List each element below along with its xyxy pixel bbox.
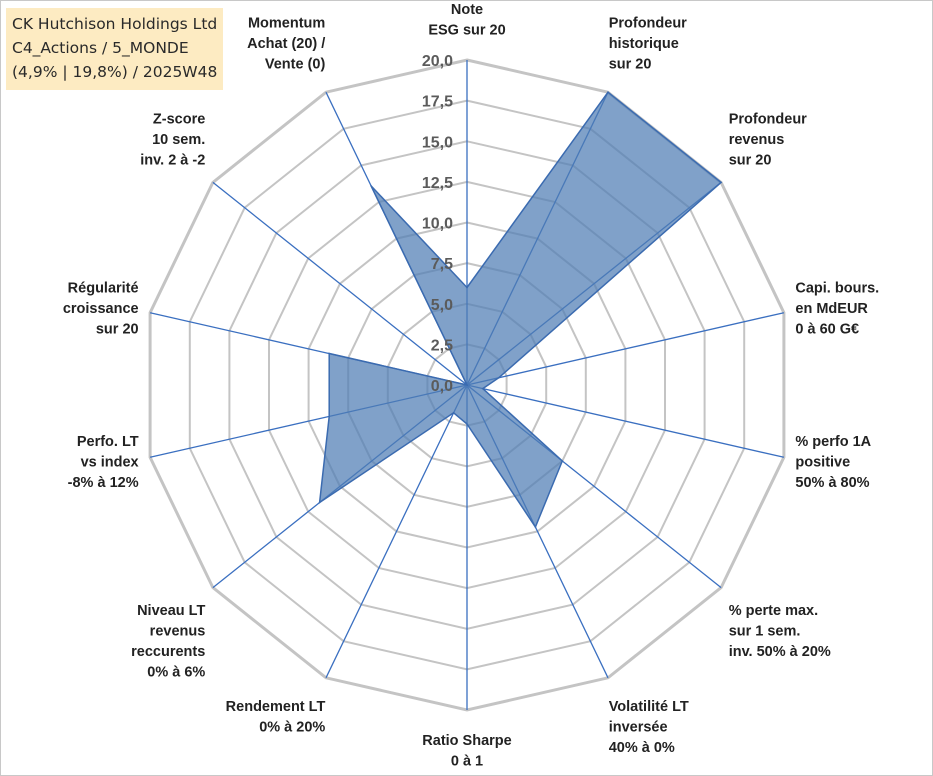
data-point-11 — [328, 352, 331, 355]
data-point-4 — [482, 387, 484, 390]
category-label-2: Profondeur revenus sur 20 — [729, 111, 807, 168]
series-area — [318, 91, 723, 529]
tick-label: 0,0 — [431, 378, 453, 395]
data-point-6 — [534, 526, 537, 528]
category-label-3: Capi. bours. en MdEUR 0 à 60 G€ — [795, 281, 879, 338]
category-label-line: sur 20 — [729, 152, 772, 168]
category-label-4: % perfo 1A positive 50% à 80% — [795, 434, 871, 491]
category-label-line: revenus — [729, 132, 785, 148]
data-point-7 — [466, 423, 468, 425]
category-label-line: 0 à 1 — [451, 754, 483, 770]
category-label-0: Note ESG sur 20 — [428, 2, 505, 39]
category-label-line: ESG sur 20 — [428, 23, 505, 39]
category-label-7: Ratio Sharpe 0 à 1 — [422, 733, 511, 770]
category-label-line: Perfo. LT — [77, 434, 139, 450]
category-label-12: Z-score 10 sem. inv. 2 à -2 — [140, 111, 205, 168]
category-label-line: Profondeur — [609, 16, 687, 32]
tick-label: 17,5 — [422, 94, 453, 111]
category-label-line: % perfo 1A — [795, 434, 871, 450]
category-label-1: Profondeur historique sur 20 — [609, 16, 687, 73]
category-label-line: croissance — [63, 301, 139, 317]
axis-spoke-3 — [466, 312, 785, 386]
category-label-line: Note — [451, 2, 483, 18]
category-label-line: positive — [795, 455, 850, 471]
data-point-3 — [497, 377, 500, 379]
data-point-0 — [466, 286, 468, 289]
category-label-10: Perfo. LT vs index -8% à 12% — [68, 434, 139, 491]
category-label-8: Rendement LT 0% à 20% — [226, 699, 326, 736]
data-point-9 — [318, 501, 321, 504]
category-label-line: 10 sem. — [152, 132, 205, 148]
category-label-5: % perte max. sur 1 sem. inv. 50% à 20% — [729, 603, 831, 660]
category-label-line: en MdEUR — [795, 301, 868, 317]
category-label-line: % perte max. — [729, 603, 818, 619]
category-label-line: Régularité — [68, 281, 139, 297]
data-point-2 — [720, 181, 722, 184]
tick-label: 10,0 — [422, 216, 453, 233]
category-label-line: vs index — [81, 455, 139, 471]
data-series — [318, 91, 723, 529]
category-label-line: Z-score — [153, 111, 205, 127]
category-label-line: 0% à 20% — [259, 719, 325, 735]
category-label-13: Momentum Achat (20) / Vente (0) — [247, 16, 325, 73]
category-label-line: Profondeur — [729, 111, 807, 127]
data-point-5 — [561, 460, 564, 462]
tick-labels: 0,0 2,5 5,0 7,5 10,0 12,5 15,0 17,5 20,0 — [422, 53, 453, 395]
axis-spoke-4 — [466, 384, 785, 458]
category-label-11: Régularité croissance sur 20 — [63, 281, 139, 338]
category-label-6: Volatilité LT inversée 40% à 0% — [609, 699, 689, 756]
category-label-line: Momentum — [248, 16, 325, 32]
category-label-line: -8% à 12% — [68, 475, 139, 491]
category-label-line: reccurents — [131, 644, 205, 660]
category-label-line: inv. 2 à -2 — [140, 152, 205, 168]
tick-label: 7,5 — [431, 256, 453, 273]
category-label-line: revenus — [150, 624, 206, 640]
category-label-line: 40% à 0% — [609, 740, 675, 756]
data-point-13 — [370, 185, 372, 187]
tick-label: 15,0 — [422, 134, 453, 151]
category-labels: Note ESG sur 20 Profondeur historique sur 20… — [63, 2, 879, 770]
category-label-line: sur 1 sem. — [729, 624, 801, 640]
tick-label: 2,5 — [431, 337, 453, 354]
tick-label: 20,0 — [422, 53, 453, 70]
category-label-line: Ratio Sharpe — [422, 733, 511, 749]
category-label-9: Niveau LT revenus reccurents 0% à 6% — [131, 603, 205, 681]
tick-label: 12,5 — [422, 175, 453, 192]
category-path: C4_Actions / 5_MONDE — [12, 39, 189, 57]
company-name: CK Hutchison Holdings Ltd — [12, 15, 218, 33]
category-label-line: 0% à 6% — [147, 665, 205, 681]
category-label-line: inv. 50% à 20% — [729, 644, 831, 660]
category-label-line: Rendement LT — [226, 699, 326, 715]
category-label-line: inversée — [609, 719, 668, 735]
axis-spoke-8 — [325, 384, 468, 679]
category-label-line: Achat (20) / — [247, 36, 325, 52]
category-label-line: Vente (0) — [265, 57, 326, 73]
data-point-10 — [328, 415, 331, 418]
category-label-line: historique — [609, 36, 679, 52]
score-range-week: (4,9% | 19,8%) / 2025W48 — [12, 63, 218, 81]
category-label-line: Capi. bours. — [795, 281, 879, 297]
axis-spoke-12 — [212, 181, 468, 386]
data-point-12 — [466, 384, 468, 386]
tick-label: 5,0 — [431, 297, 453, 314]
category-label-line: 50% à 80% — [795, 475, 869, 491]
data-point-1 — [607, 91, 609, 93]
chart-caption-box: CK Hutchison Holdings Ltd C4_Actions / 5… — [6, 8, 223, 90]
category-label-line: sur 20 — [609, 57, 652, 73]
data-point-8 — [452, 412, 455, 414]
category-label-line: Niveau LT — [137, 603, 205, 619]
category-label-line: 0 à 60 G€ — [795, 322, 859, 338]
category-label-line: Volatilité LT — [609, 699, 689, 715]
category-label-line: sur 20 — [96, 322, 139, 338]
